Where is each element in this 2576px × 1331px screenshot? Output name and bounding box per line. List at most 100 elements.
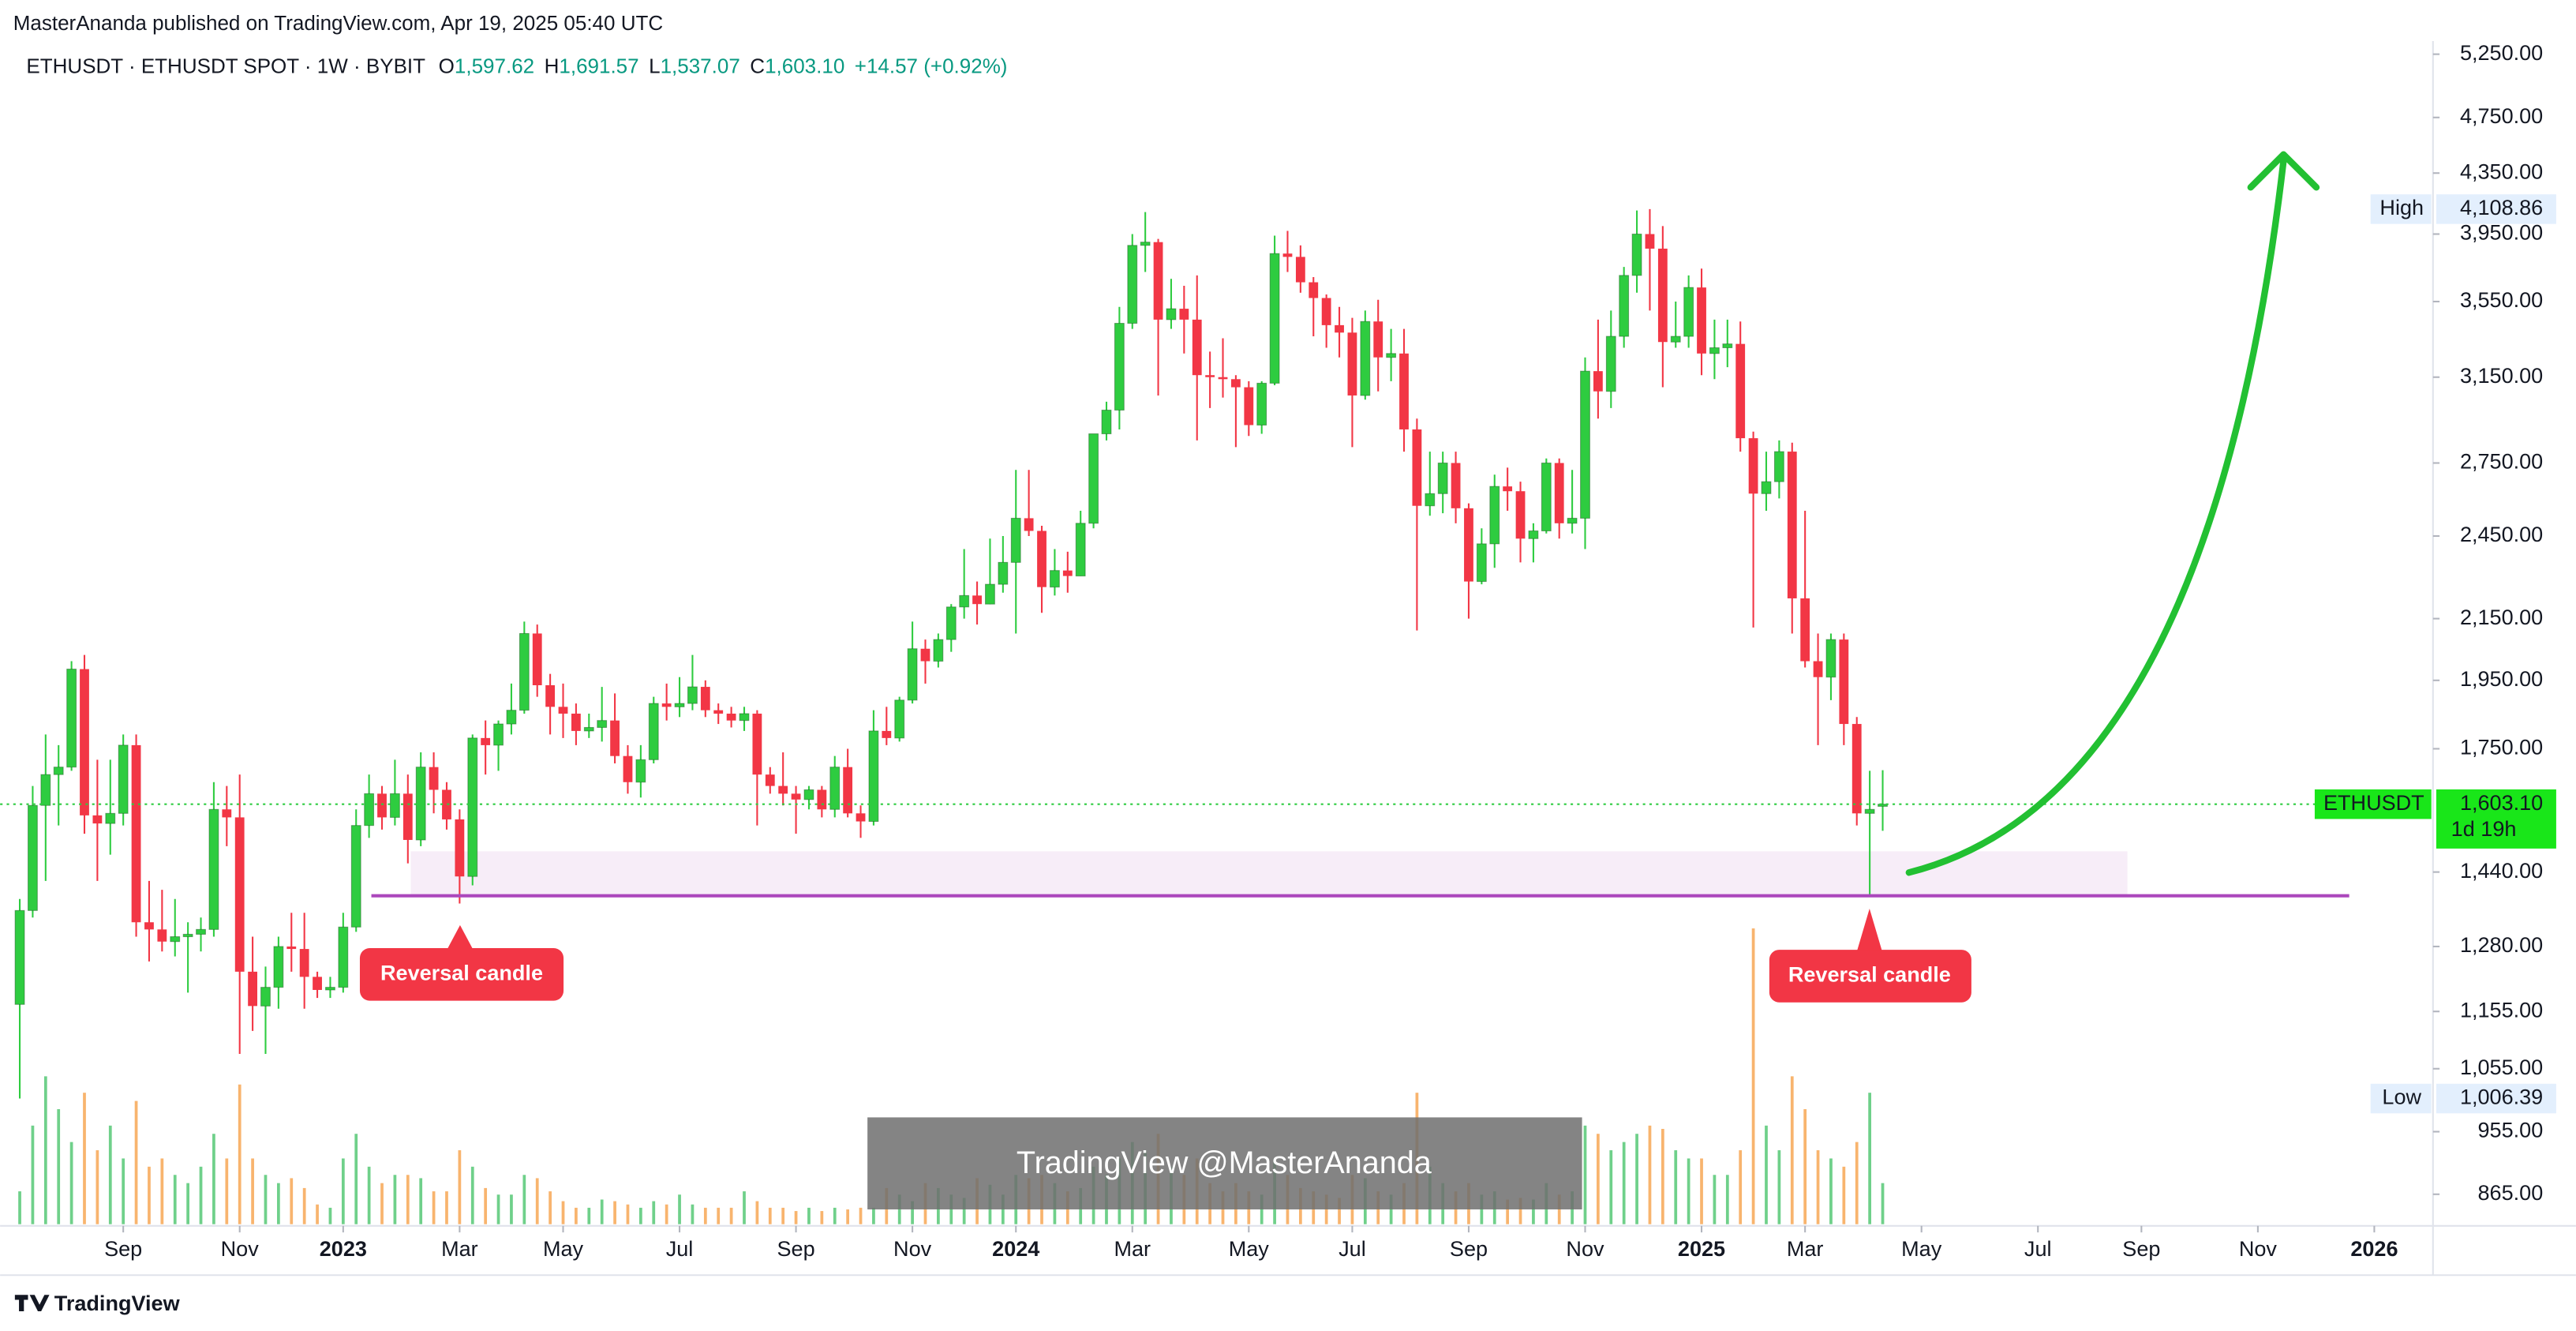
- y-tick-label: 4,350.00: [2460, 159, 2543, 183]
- volume-bar: [678, 1194, 681, 1224]
- candle-body: [1037, 531, 1046, 587]
- volume-bar: [897, 1194, 901, 1224]
- candle-body: [1425, 493, 1436, 507]
- candle-body: [299, 949, 309, 977]
- volume-bar: [1648, 1125, 1652, 1224]
- candle-body: [1437, 462, 1448, 494]
- label-box: [359, 948, 564, 1001]
- candle-body: [1373, 321, 1383, 358]
- volume-bar: [703, 1207, 707, 1224]
- candle-body: [196, 928, 206, 935]
- candle-body: [1825, 639, 1837, 678]
- candle-body: [1800, 598, 1810, 662]
- volume-bar: [1583, 1125, 1587, 1224]
- candle-body: [1839, 639, 1849, 725]
- volume-bar: [1829, 1158, 1833, 1224]
- y-tick-label: 2,150.00: [2460, 606, 2543, 629]
- candle-layer: [14, 208, 1888, 1099]
- y-tick-label: 1,750.00: [2460, 736, 2543, 759]
- candle-body: [506, 710, 517, 725]
- candle-body: [635, 759, 646, 783]
- volume-bar: [212, 1134, 215, 1224]
- projection-arrow: [1905, 157, 2287, 876]
- candle-body: [1515, 491, 1526, 539]
- volume-bar: [729, 1207, 733, 1224]
- volume-bar: [691, 1204, 695, 1224]
- candle-body: [1645, 234, 1655, 249]
- volume-bar: [1597, 1134, 1600, 1224]
- volume-bar: [1842, 1166, 1846, 1224]
- y-tick-label: 865.00: [2478, 1181, 2544, 1205]
- candle-body: [1813, 661, 1823, 677]
- candle-body: [791, 793, 801, 800]
- candle-body: [545, 684, 556, 707]
- volume-bar: [820, 1211, 824, 1224]
- candle-body: [1722, 343, 1733, 349]
- candle-body: [1386, 353, 1397, 358]
- volume-bar: [1777, 1150, 1781, 1224]
- volume-bar: [665, 1204, 668, 1224]
- candle-body: [829, 767, 841, 810]
- last-price-name-box: [2314, 789, 2432, 819]
- watermark-box: [867, 1117, 1582, 1209]
- candle-body: [350, 825, 361, 928]
- candle-body: [1140, 242, 1151, 246]
- candle-body: [481, 737, 491, 745]
- volume-bar: [1557, 1194, 1561, 1224]
- volume-bar: [1700, 1158, 1703, 1224]
- candle-body: [623, 755, 633, 782]
- volume-bar: [134, 1100, 138, 1224]
- volume-bar: [69, 1142, 73, 1224]
- volume-bar: [1532, 1199, 1535, 1224]
- volume-bar: [652, 1201, 656, 1224]
- candle-body: [234, 817, 245, 972]
- candle-body: [519, 632, 530, 711]
- volume-bar: [768, 1207, 772, 1224]
- candle-body: [1024, 518, 1034, 531]
- candle-body: [1489, 486, 1500, 545]
- candle-body: [455, 819, 465, 877]
- candle-body: [1697, 287, 1706, 354]
- brand-name: TradingView: [54, 1292, 181, 1315]
- volume-bar: [1713, 1175, 1717, 1224]
- pointer: [447, 924, 474, 950]
- candle-body: [959, 594, 970, 608]
- candle-body: [558, 707, 568, 714]
- candle-body: [1476, 543, 1487, 583]
- volume-bar: [510, 1194, 513, 1224]
- x-tick-label: Nov: [221, 1237, 260, 1261]
- volume-bar: [1635, 1134, 1638, 1224]
- candle-body: [338, 926, 349, 988]
- tag-name: High: [2379, 196, 2424, 219]
- candle-body: [1256, 382, 1267, 426]
- candle-body: [1528, 530, 1539, 539]
- candle-body: [1670, 336, 1681, 343]
- candle-body: [1554, 463, 1564, 523]
- arrow-head: [2247, 151, 2320, 191]
- volume-bar: [186, 1183, 190, 1224]
- volume-bar: [18, 1191, 21, 1224]
- candle-body: [402, 793, 413, 840]
- x-tick-label: May: [1901, 1237, 1942, 1261]
- candle-body: [1605, 336, 1616, 392]
- candle-body: [907, 648, 918, 701]
- label-box: [1769, 950, 1971, 1003]
- volume-bar: [328, 1207, 332, 1224]
- candle-body: [286, 946, 297, 950]
- volume-bar: [911, 1201, 914, 1224]
- candle-body: [429, 767, 439, 790]
- candle-body: [389, 793, 400, 818]
- candle-body: [260, 987, 271, 1007]
- volume-bar: [962, 1198, 966, 1224]
- candle-body: [687, 686, 698, 704]
- candle-body: [945, 606, 957, 640]
- candle-body: [1309, 282, 1319, 298]
- volume-bar: [367, 1166, 371, 1224]
- candle-body: [1657, 248, 1668, 343]
- x-tick-label: Jul: [666, 1237, 694, 1261]
- publisher: MasterAnanda published on TradingView.co…: [13, 11, 663, 35]
- volume-bar: [1518, 1198, 1522, 1224]
- candle-body: [700, 687, 710, 710]
- volume-bar: [173, 1175, 177, 1224]
